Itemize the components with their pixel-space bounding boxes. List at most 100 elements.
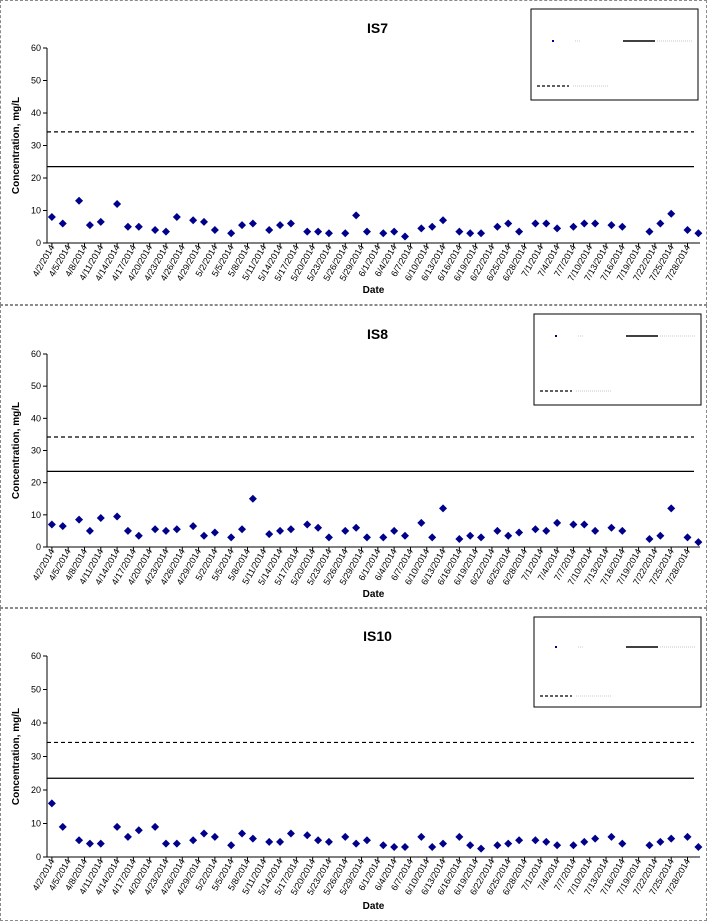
y-tick-label-is7-20: 20: [31, 173, 41, 183]
data-point-is8-14: [227, 533, 236, 542]
data-point-is10-40: [553, 841, 562, 850]
data-point-is10-11: [189, 836, 198, 845]
data-point-is10-25: [362, 836, 371, 845]
data-point-is7-21: [314, 227, 323, 236]
x-axis-label-is8: Date: [363, 589, 385, 600]
data-point-is7-39: [542, 219, 551, 228]
data-point-is8-46: [645, 534, 654, 543]
data-point-is8-11: [189, 522, 198, 531]
data-point-is10-29: [417, 832, 426, 841]
data-point-is10-5: [113, 822, 122, 831]
data-point-is8-50: [694, 538, 703, 547]
data-point-is7-38: [531, 219, 540, 228]
data-point-is7-47: [656, 219, 665, 228]
data-point-is10-36: [504, 839, 513, 848]
legend-box-is10: [533, 616, 702, 708]
data-point-is10-49: [683, 832, 692, 841]
chart-title-is8: IS8: [367, 326, 388, 342]
data-point-is7-4: [96, 217, 105, 226]
y-tick-label-is10-0: 0: [36, 852, 41, 862]
data-point-is8-37: [515, 528, 524, 537]
data-point-is10-46: [645, 841, 654, 850]
data-point-is10-37: [515, 836, 524, 845]
data-point-is10-13: [210, 832, 219, 841]
data-point-is8-30: [428, 533, 437, 542]
data-point-is7-25: [362, 227, 371, 236]
data-point-is8-48: [667, 504, 676, 513]
data-point-is8-2: [75, 515, 84, 524]
data-point-is7-42: [580, 219, 589, 228]
data-point-is10-42: [580, 837, 589, 846]
data-point-is7-48: [667, 209, 676, 218]
chart-title-is7: IS7: [367, 20, 388, 36]
legend-box-is8: [533, 313, 702, 406]
data-point-is7-15: [238, 221, 247, 230]
data-point-is8-28: [401, 531, 410, 540]
data-point-is7-24: [352, 211, 361, 220]
data-point-is7-14: [227, 229, 236, 238]
data-point-is10-17: [265, 837, 274, 846]
data-point-is8-27: [390, 526, 399, 535]
data-point-is7-50: [694, 229, 703, 238]
y-axis-label-is10: Concentration, mg/L: [11, 708, 22, 805]
data-point-is7-9: [161, 227, 170, 236]
data-point-is8-34: [477, 533, 486, 542]
x-axis-label-is10: Date: [363, 901, 385, 912]
data-point-is8-18: [276, 526, 285, 535]
data-point-is10-12: [200, 829, 209, 838]
legend-box-is7: [530, 8, 699, 101]
data-point-is7-3: [85, 221, 94, 230]
data-point-is7-31: [439, 216, 448, 225]
y-tick-label-is7-60: 60: [31, 43, 41, 53]
chart-panel-is10: IS10 Concentration, mg/L 0 10 20 30 40 50 60 4/2/…: [0, 608, 707, 921]
data-point-is10-7: [134, 826, 143, 835]
data-point-is7-28: [401, 232, 410, 241]
data-point-is10-0: [47, 799, 56, 808]
data-point-is10-23: [341, 832, 350, 841]
data-point-is7-12: [200, 217, 209, 226]
data-point-is7-36: [504, 219, 513, 228]
data-point-is8-10: [172, 525, 181, 534]
data-point-is10-14: [227, 841, 236, 850]
data-point-is8-25: [362, 533, 371, 542]
data-point-is10-1: [58, 822, 67, 831]
data-point-is8-21: [314, 523, 323, 532]
data-point-is10-48: [667, 834, 676, 843]
data-point-is7-29: [417, 224, 426, 233]
data-point-is10-44: [607, 832, 616, 841]
x-axis-label-is7: Date: [363, 285, 385, 296]
y-tick-label-is10-10: 10: [31, 819, 41, 829]
data-point-is7-34: [477, 229, 486, 238]
data-point-is7-23: [341, 229, 350, 238]
data-point-is10-20: [303, 831, 312, 840]
data-point-is8-35: [493, 526, 502, 535]
data-point-is10-39: [542, 837, 551, 846]
y-tick-label-is7-40: 40: [31, 108, 41, 118]
data-point-is7-8: [151, 226, 160, 234]
data-point-is7-40: [553, 224, 562, 233]
data-point-is8-15: [238, 525, 247, 534]
data-point-is8-0: [47, 520, 56, 529]
data-point-is10-28: [401, 842, 410, 851]
data-point-is8-19: [286, 525, 295, 534]
data-point-is8-39: [542, 526, 551, 535]
data-point-is7-44: [607, 221, 616, 230]
data-point-is8-45: [618, 526, 627, 535]
data-point-is10-47: [656, 837, 665, 846]
data-point-is8-33: [466, 531, 475, 540]
chart-title-is10: IS10: [363, 628, 392, 644]
data-point-is8-43: [591, 526, 600, 535]
data-point-is8-13: [210, 528, 219, 537]
data-point-is10-16: [248, 834, 257, 843]
data-point-is7-20: [303, 227, 312, 236]
data-point-is8-32: [455, 534, 464, 543]
data-point-is10-38: [531, 836, 540, 845]
data-point-is10-22: [324, 837, 333, 846]
data-point-is8-49: [683, 533, 692, 542]
data-point-is8-6: [123, 526, 132, 535]
y-tick-label-is10-40: 40: [31, 718, 41, 728]
data-point-is8-4: [96, 514, 105, 523]
data-point-is10-24: [352, 839, 361, 848]
data-point-is7-5: [113, 200, 122, 208]
